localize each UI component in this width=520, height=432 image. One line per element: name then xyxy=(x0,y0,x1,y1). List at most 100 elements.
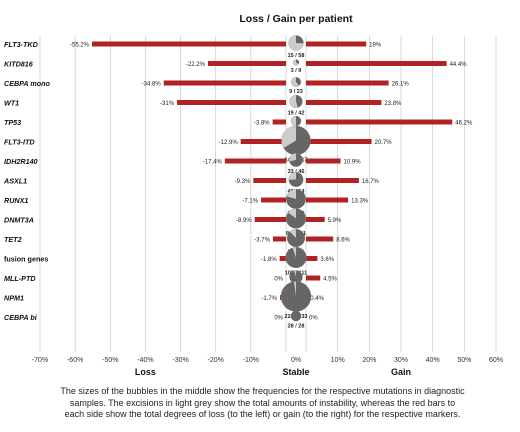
gain-data-label: 5.9% xyxy=(328,218,342,224)
gain-bar xyxy=(306,256,318,261)
chart-canvas: Loss / Gain per patient -70% -60% -50% -40% -… xyxy=(3,13,503,377)
loss-data-label: -8.9% xyxy=(236,218,252,224)
loss-data-label: -1.8% xyxy=(261,257,277,263)
bubble-stable xyxy=(285,247,307,268)
gain-bar xyxy=(306,139,372,144)
gain-bar xyxy=(306,217,325,222)
bubble-stable xyxy=(296,77,301,86)
gain-data-label: 23.8% xyxy=(384,101,402,107)
category-label: RUNX1 xyxy=(4,196,28,205)
gain-data-label: 20.7% xyxy=(375,140,393,146)
loss-data-label: 0% xyxy=(274,316,283,322)
gain-data-label: 46.2% xyxy=(455,121,473,127)
gain-bar xyxy=(306,178,359,183)
category-label: FLT3-TKD xyxy=(4,40,38,49)
loss-bar xyxy=(224,158,286,164)
x-tick-label: 30% xyxy=(394,357,408,364)
gain-bar xyxy=(306,275,321,281)
x-tick-label: -20% xyxy=(208,357,224,364)
bubble-label: 9 / 23 xyxy=(289,89,303,95)
loss-data-label: -3.7% xyxy=(254,238,270,244)
x-tick-label: 10% xyxy=(331,357,345,364)
bubble-stable xyxy=(289,153,303,167)
x-tick-label: 0% xyxy=(291,357,301,364)
loss-data-label: -31% xyxy=(160,101,175,107)
loss-bar xyxy=(240,139,286,144)
x-tick-label: 60% xyxy=(489,357,503,364)
gain-bar xyxy=(306,41,367,47)
gain-data-label: 26.1% xyxy=(392,82,410,88)
x-tick-label: -70% xyxy=(32,357,48,364)
gain-data-label: 16.7% xyxy=(362,179,380,185)
loss-bar xyxy=(92,41,286,47)
loss-data-label: -3.8% xyxy=(254,121,270,127)
loss-data-label: -34.8% xyxy=(142,82,162,88)
x-tick-label: -40% xyxy=(137,357,153,364)
gain-bar xyxy=(306,80,389,86)
bubble-stable xyxy=(286,189,306,209)
gain-bar xyxy=(306,61,447,66)
category-label: WT1 xyxy=(4,99,19,108)
gain-data-label: 0% xyxy=(309,316,318,322)
bubble-stable xyxy=(290,310,302,322)
loss-data-label: -9.3% xyxy=(235,179,251,185)
bubble-stable xyxy=(286,208,306,229)
gain-data-label: 8.6% xyxy=(336,238,350,244)
loss-data-label: -7.1% xyxy=(242,199,258,205)
bubble-label: 3 / 9 xyxy=(291,68,302,74)
bubble-label: 15 / 58 xyxy=(288,53,305,59)
loss-bar xyxy=(279,256,286,261)
category-label: TP53 xyxy=(4,118,21,127)
loss-bar xyxy=(272,119,286,125)
x-tick-label: 20% xyxy=(362,357,376,364)
x-axis-label-loss: Loss xyxy=(135,367,156,377)
category-label: TET2 xyxy=(4,235,22,244)
gain-bar xyxy=(306,236,334,242)
bubble-stable xyxy=(296,59,299,64)
category-label: MLL-PTD xyxy=(4,274,36,283)
loss-bar xyxy=(207,61,286,66)
x-tick-label: -50% xyxy=(102,357,118,364)
category-label: IDH2R140 xyxy=(4,157,38,166)
bubble-stable xyxy=(296,95,303,108)
loss-bar xyxy=(254,217,286,222)
x-axis-label-stable: Stable xyxy=(282,367,309,377)
figure-caption: The sizes of the bubbles in the middle s… xyxy=(60,386,465,419)
category-label: NPM1 xyxy=(4,294,24,303)
category-label: fusion genes xyxy=(4,255,48,264)
bubble-stable xyxy=(287,229,305,247)
x-tick-label: -30% xyxy=(172,357,188,364)
gain-data-label: 3.6% xyxy=(320,257,334,263)
bubble-label: 19 / 42 xyxy=(288,110,305,116)
category-label: FLT3-ITD xyxy=(4,138,35,147)
category-label: ASXL1 xyxy=(3,177,27,186)
gain-data-label: 13.3% xyxy=(351,199,369,205)
loss-bar xyxy=(163,80,286,86)
gain-data-label: 19% xyxy=(369,43,382,49)
bubble-label: 28 / 28 xyxy=(288,324,305,330)
chart-title: Loss / Gain per patient xyxy=(239,13,353,25)
category-label: CEBPA bi xyxy=(4,313,38,322)
category-label: CEBPA mono xyxy=(4,79,51,88)
gain-data-label: 44.4% xyxy=(450,62,468,68)
gain-data-label: 4.5% xyxy=(323,277,337,283)
loss-bar xyxy=(261,197,286,203)
gain-data-label: 0.4% xyxy=(310,296,324,302)
category-label: KITD816 xyxy=(4,60,34,69)
loss-data-label: -17.4% xyxy=(203,160,223,166)
loss-bar xyxy=(177,100,286,105)
x-tick-label: -10% xyxy=(243,357,259,364)
loss-bar xyxy=(272,236,286,242)
x-axis-label-gain: Gain xyxy=(391,367,411,377)
gain-bar xyxy=(306,158,341,164)
loss-data-label: -12.9% xyxy=(219,140,239,146)
bubble-stable xyxy=(296,115,302,127)
bubble-stable xyxy=(289,270,303,284)
bubble-stable xyxy=(283,126,311,155)
gain-data-label: 10.9% xyxy=(344,160,362,166)
gain-bar xyxy=(306,197,349,203)
bubble-stable xyxy=(280,281,311,312)
category-label: DNMT3A xyxy=(4,216,34,225)
loss-data-label: -1.7% xyxy=(261,296,277,302)
